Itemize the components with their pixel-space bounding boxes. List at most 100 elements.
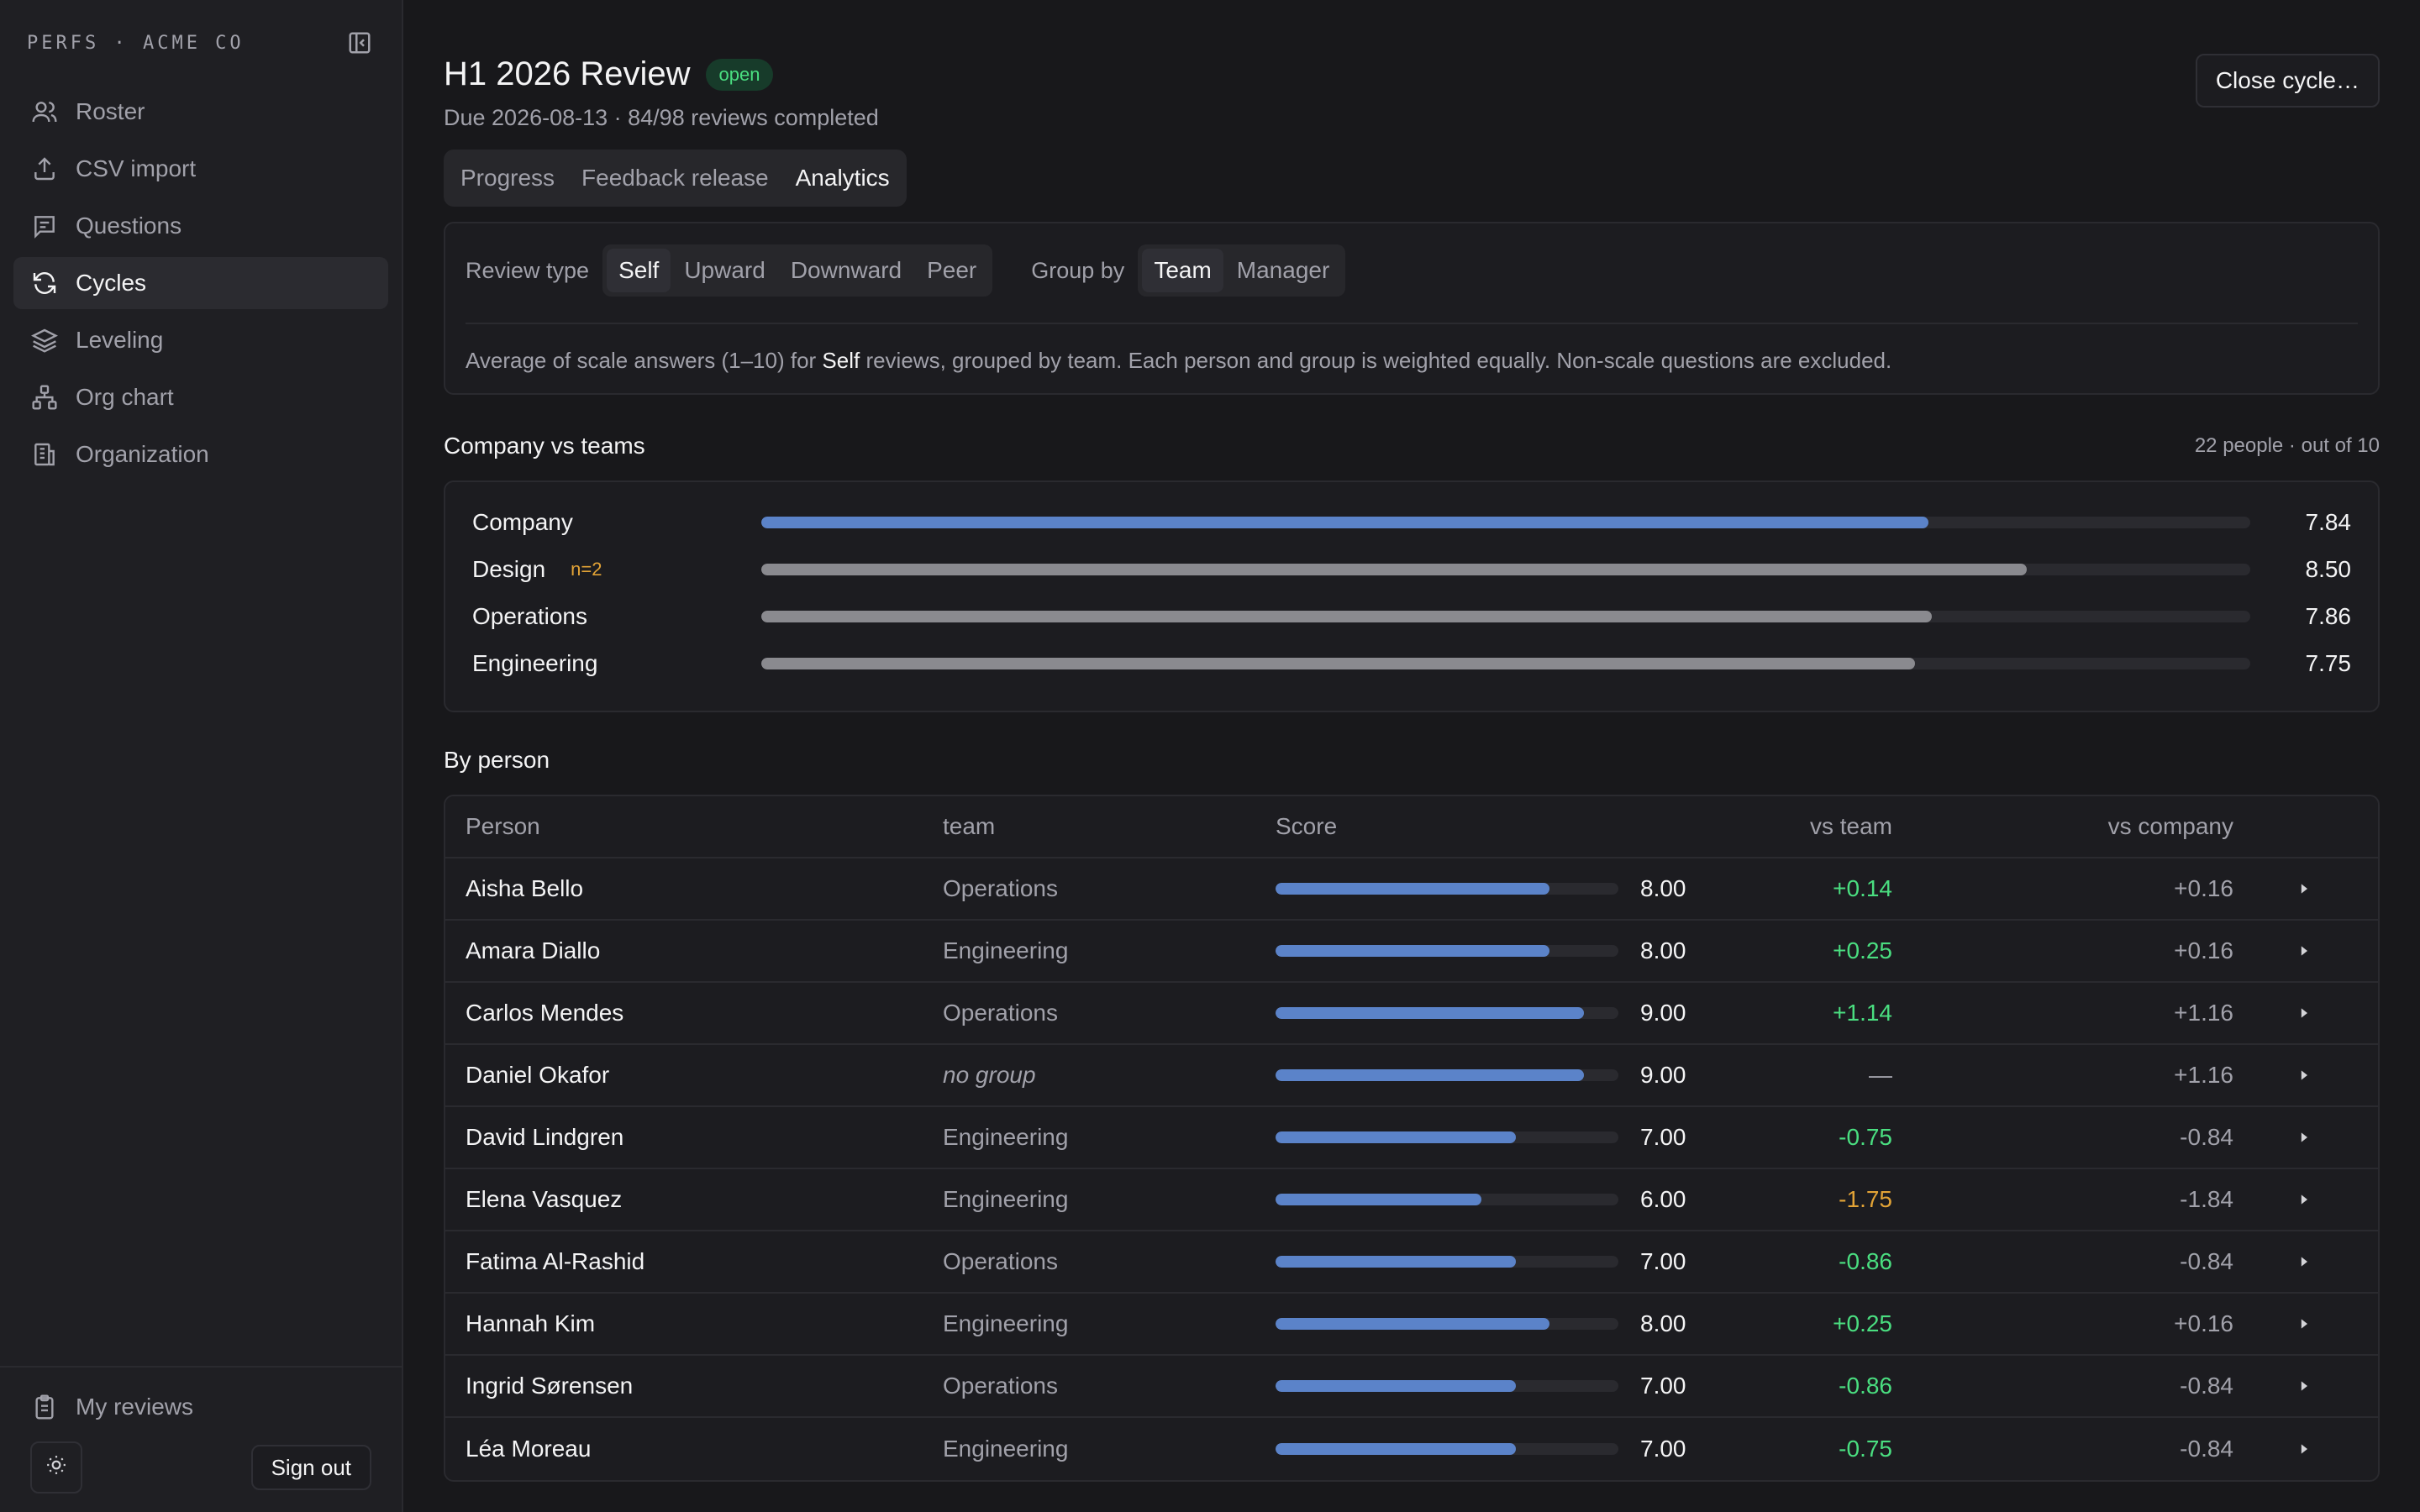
person-team: Engineering: [943, 1310, 1069, 1336]
column-header-vs-company[interactable]: vs company: [2107, 813, 2233, 839]
table-row[interactable]: Amara Diallo Engineering 8.00 +0.25 +0.16: [445, 921, 2378, 983]
vs-company-delta: +1.16: [2174, 1062, 2233, 1088]
vs-team-delta: -0.75: [1839, 1436, 1892, 1462]
column-header-score[interactable]: Score: [1276, 813, 1338, 839]
expand-row-button[interactable]: [2233, 944, 2331, 958]
team-bar-row: Company 7.84: [472, 499, 2351, 546]
review-type-downward[interactable]: Downward: [790, 257, 902, 283]
vs-team-delta: -0.75: [1839, 1124, 1892, 1150]
group-name: Operations: [472, 603, 587, 629]
sidebar-item-cycles[interactable]: Cycles: [13, 257, 388, 309]
person-name: Carlos Mendes: [466, 1000, 624, 1026]
review-type-self[interactable]: Self: [607, 249, 671, 292]
status-badge: open: [705, 58, 774, 91]
score-bar-track: [1276, 1256, 1618, 1268]
expand-row-button[interactable]: [2233, 1255, 2331, 1268]
group-by-team[interactable]: Team: [1142, 249, 1223, 292]
column-header-vs-team[interactable]: vs team: [1809, 813, 1892, 839]
by-person-table: Person team Score vs team vs company Ais…: [444, 795, 2380, 1482]
vs-team-delta: +0.14: [1833, 875, 1892, 901]
bar-value: 7.75: [2305, 650, 2352, 676]
section-title: Company vs teams: [444, 433, 645, 459]
expand-row-button[interactable]: [2233, 1379, 2331, 1393]
person-team: no group: [943, 1062, 1036, 1088]
sidebar-item-questions[interactable]: Questions: [13, 200, 388, 252]
sidebar-item-leveling[interactable]: Leveling: [13, 314, 388, 366]
vs-team-delta: +1.14: [1833, 1000, 1892, 1026]
review-type-upward[interactable]: Upward: [684, 257, 765, 283]
group-by-manager[interactable]: Manager: [1236, 257, 1330, 283]
close-cycle-button[interactable]: Close cycle…: [2195, 54, 2380, 108]
sidebar-item-label: Questions: [76, 213, 182, 239]
expand-row-button[interactable]: [2233, 1317, 2331, 1331]
expand-row-button[interactable]: [2233, 1068, 2331, 1082]
bar-track: [761, 658, 2250, 669]
score-value: 8.00: [1640, 875, 1686, 901]
person-team: Operations: [943, 1373, 1058, 1399]
score-bar-fill: [1276, 1007, 1585, 1019]
vs-team-delta: +0.25: [1833, 937, 1892, 963]
bar-fill: [761, 658, 1916, 669]
expand-row-button[interactable]: [2233, 882, 2331, 895]
person-name: Léa Moreau: [466, 1436, 592, 1462]
sidebar-item-my-reviews[interactable]: My reviews: [13, 1381, 388, 1433]
person-team: Operations: [943, 1248, 1058, 1274]
review-type-peer[interactable]: Peer: [927, 257, 977, 283]
table-row[interactable]: Elena Vasquez Engineering 6.00 -1.75 -1.84: [445, 1169, 2378, 1231]
bar-track: [761, 564, 2250, 575]
expand-row-button[interactable]: [2233, 1006, 2331, 1020]
sidebar-item-org-chart[interactable]: Org chart: [13, 371, 388, 423]
sidebar-item-csv-import[interactable]: CSV import: [13, 143, 388, 195]
bar-value: 7.86: [2305, 603, 2352, 629]
sidebar-item-label: Roster: [76, 98, 145, 124]
company-vs-teams-chart: Company 7.84 Design n=2 8.50 Operations 7.86 En…: [444, 480, 2380, 712]
table-row[interactable]: Fatima Al-Rashid Operations 7.00 -0.86 -0.84: [445, 1231, 2378, 1294]
sidebar-item-organization[interactable]: Organization: [13, 428, 388, 480]
table-row[interactable]: Aisha Bello Operations 8.00 +0.14 +0.16: [445, 858, 2378, 921]
group-name: Design: [472, 556, 546, 582]
building-icon: [30, 440, 59, 469]
table-row[interactable]: David Lindgren Engineering 7.00 -0.75 -0.84: [445, 1107, 2378, 1169]
table-row[interactable]: Daniel Okafor no group 9.00 — +1.16: [445, 1045, 2378, 1107]
divider: [466, 323, 2358, 324]
chevron-right-icon: [2301, 1257, 2307, 1267]
expand-row-button[interactable]: [2233, 1193, 2331, 1206]
team-bar-row: Operations 7.86: [472, 593, 2351, 640]
expand-row-button[interactable]: [2233, 1131, 2331, 1144]
person-score: 7.00: [1276, 1373, 1687, 1399]
collapse-sidebar-icon[interactable]: [345, 28, 375, 58]
person-team: Operations: [943, 1000, 1058, 1026]
tab-analytics[interactable]: Analytics: [795, 165, 890, 191]
tab-progress[interactable]: Progress: [460, 165, 555, 191]
tab-feedback-release[interactable]: Feedback release: [581, 165, 769, 191]
bar-fill: [761, 517, 1929, 528]
company-vs-teams-header: Company vs teams 22 people · out of 10: [444, 432, 2380, 460]
score-bar-fill: [1276, 1069, 1585, 1081]
vs-company-delta: -1.84: [2180, 1186, 2233, 1212]
column-header-person[interactable]: Person: [466, 813, 540, 839]
person-score: 7.00: [1276, 1248, 1687, 1275]
vs-team-delta: -0.86: [1839, 1248, 1892, 1274]
table-row[interactable]: Carlos Mendes Operations 9.00 +1.14 +1.16: [445, 983, 2378, 1045]
sidebar-item-roster[interactable]: Roster: [13, 86, 388, 138]
person-team: Operations: [943, 875, 1058, 901]
person-name: Fatima Al-Rashid: [466, 1248, 645, 1274]
vs-company-delta: -0.84: [2180, 1436, 2233, 1462]
main-content: H1 2026 Review open Due 2026-08-13 · 84/…: [403, 0, 2420, 1512]
person-team: Engineering: [943, 1436, 1069, 1462]
theme-toggle-button[interactable]: [30, 1441, 82, 1494]
person-name: Hannah Kim: [466, 1310, 596, 1336]
person-team: Engineering: [943, 1186, 1069, 1212]
vs-company-delta: +1.16: [2174, 1000, 2233, 1026]
table-row[interactable]: Léa Moreau Engineering 7.00 -0.75 -0.84: [445, 1418, 2378, 1480]
expand-row-button[interactable]: [2233, 1442, 2331, 1456]
score-bar-track: [1276, 1131, 1618, 1143]
vs-company-delta: -0.84: [2180, 1248, 2233, 1274]
person-team: Engineering: [943, 1124, 1069, 1150]
table-row[interactable]: Hannah Kim Engineering 8.00 +0.25 +0.16: [445, 1294, 2378, 1356]
table-row[interactable]: Ingrid Sørensen Operations 7.00 -0.86 -0.84: [445, 1356, 2378, 1418]
filter-card: Review type Self Upward Downward Peer Gr…: [444, 222, 2380, 395]
column-header-team[interactable]: team: [943, 813, 996, 839]
sign-out-button[interactable]: Sign out: [250, 1445, 371, 1490]
bar-fill: [761, 564, 2028, 575]
